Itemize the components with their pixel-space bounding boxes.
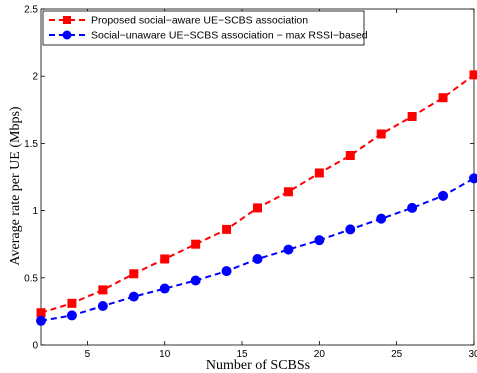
series-1-point	[283, 187, 293, 197]
x-tick-label: 30	[468, 349, 477, 360]
x-tick-label: 15	[236, 349, 248, 360]
series-2-point	[97, 301, 108, 312]
y-tick-label: 1	[32, 206, 38, 217]
series-2-point	[438, 190, 449, 201]
series-line-2	[40, 177, 475, 322]
y-tick-label: 0.5	[24, 273, 38, 284]
legend: Proposed social−aware UE−SCBS associatio…	[42, 10, 368, 46]
series-1-point	[222, 224, 232, 234]
series-1-point	[253, 203, 262, 213]
series-1-point	[469, 70, 477, 80]
series-1-point	[407, 112, 417, 122]
legend-label-1: Proposed social−aware UE−SCBS associatio…	[91, 15, 308, 27]
series-1-point	[314, 168, 324, 178]
series-1-point	[160, 254, 170, 264]
series-2-point	[36, 315, 46, 326]
series-1-point	[376, 129, 386, 139]
series-2-point	[283, 244, 294, 255]
series-2-point	[159, 283, 170, 294]
x-tick-label: 20	[314, 349, 326, 360]
x-tick-label: 25	[391, 349, 403, 360]
series-line-1	[40, 74, 475, 314]
series-1-point	[191, 239, 201, 249]
series-layer	[36, 70, 477, 326]
series-1-point	[438, 93, 448, 103]
x-tick-label: 5	[85, 349, 91, 360]
legend-marker-1	[63, 16, 71, 24]
y-tick-label: 0	[32, 341, 38, 352]
series-1-point	[98, 285, 108, 295]
series-2-point	[469, 173, 477, 184]
legend-label-2: Social−unaware UE−SCBS association − max…	[91, 30, 368, 42]
series-2-point	[252, 253, 263, 264]
y-tick-label: 1.5	[24, 139, 38, 150]
series-1-point	[129, 269, 139, 279]
x-tick-label: 10	[159, 349, 171, 360]
series-2-point	[407, 202, 418, 213]
legend-box	[42, 10, 365, 46]
series-2-point	[128, 291, 139, 302]
series-1-point	[36, 308, 46, 318]
series-2-point	[66, 310, 77, 321]
series-2-point	[376, 213, 387, 224]
series-2-point	[221, 266, 232, 277]
series-1-point	[345, 150, 355, 160]
series-2-point	[190, 275, 201, 286]
legend-marker-2	[62, 30, 72, 40]
y-axis-title: Average rate per UE (Mbps)	[8, 106, 23, 265]
series-2-point	[345, 224, 356, 235]
plot-frame	[40, 8, 475, 346]
series-1-point	[67, 298, 77, 308]
y-tick-label: 2.5	[24, 5, 38, 16]
x-axis-title: Number of SCBSs	[206, 358, 310, 373]
axes: 5 10 15 20 25 30 0 0.5 1 1.5 2 2.5	[24, 5, 477, 361]
y-tick-label: 2	[32, 72, 38, 83]
series-2-point	[314, 235, 325, 246]
